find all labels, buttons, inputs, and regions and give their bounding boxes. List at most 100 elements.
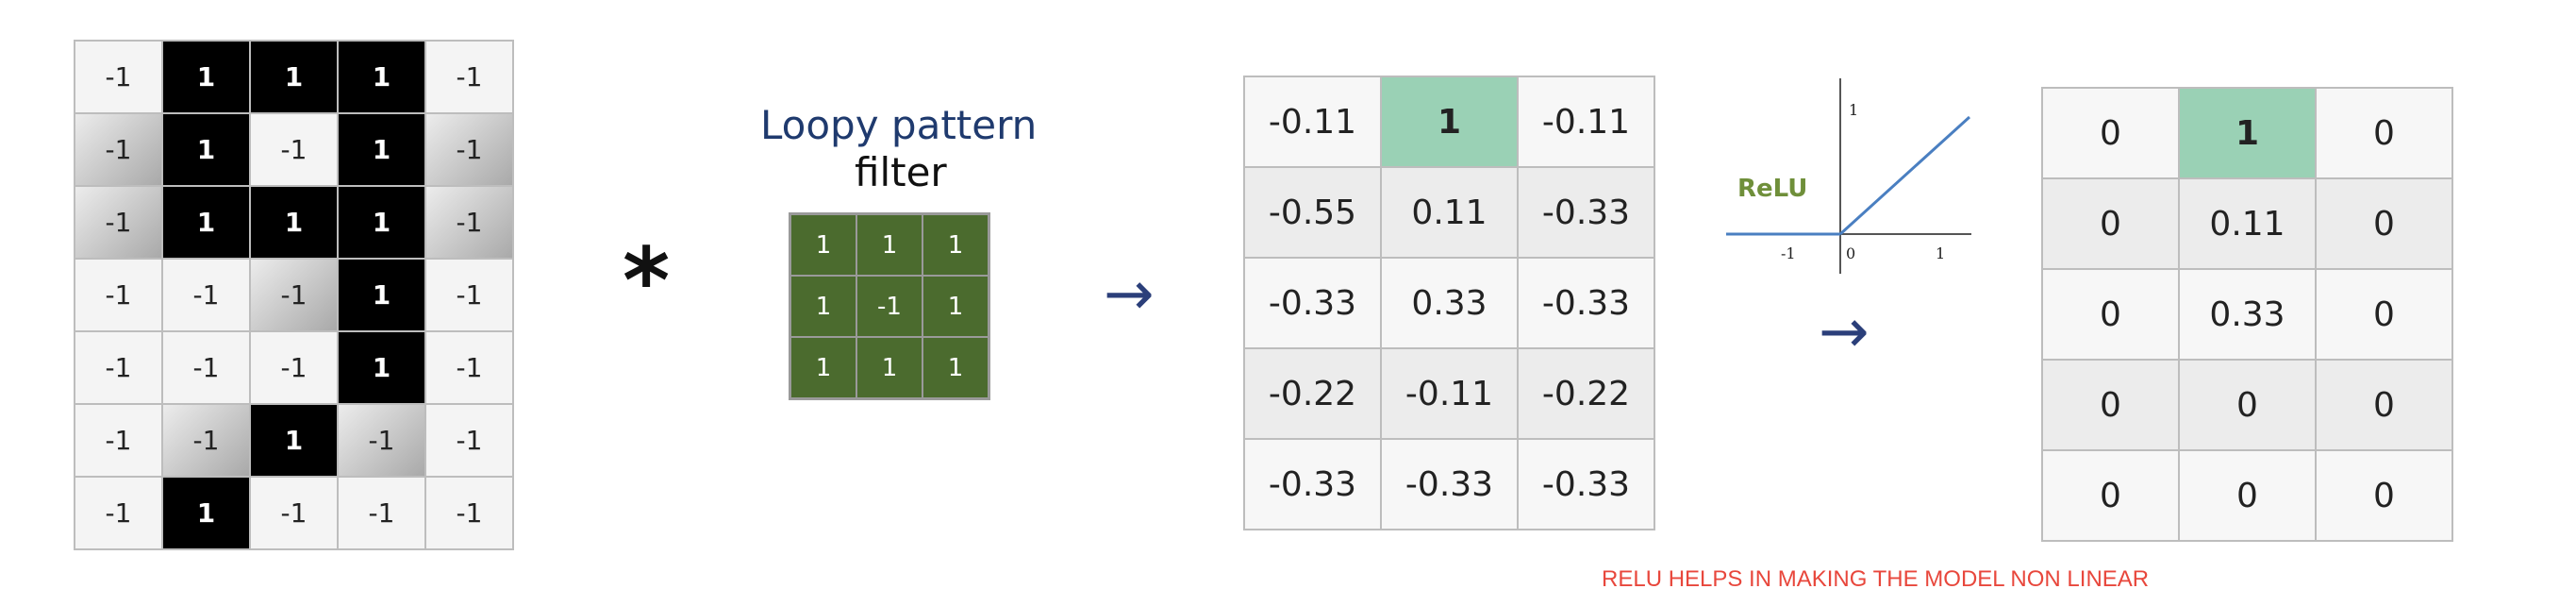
input-row: -1 1 1 1 -1 bbox=[74, 185, 514, 260]
input-cell: -1 bbox=[424, 403, 514, 478]
output-cell: 0 bbox=[2178, 359, 2317, 451]
input-row: -1 -1 1 -1 -1 bbox=[74, 403, 514, 478]
input-cell: -1 bbox=[424, 112, 514, 187]
output-cell: 0 bbox=[2041, 87, 2180, 179]
input-cell: 1 bbox=[249, 185, 339, 260]
filter-cell: 1 bbox=[856, 336, 923, 400]
feature-cell: 0.33 bbox=[1380, 257, 1519, 349]
input-cell: -1 bbox=[74, 476, 163, 550]
relu-x-tick-1: 1 bbox=[1936, 244, 1945, 262]
feature-row: -0.33 -0.33 -0.33 bbox=[1243, 438, 1655, 530]
input-cell: 1 bbox=[161, 185, 251, 260]
feature-cell: -0.33 bbox=[1380, 438, 1519, 530]
filter-subtitle: filter bbox=[855, 149, 947, 195]
output-cell: 0 bbox=[2315, 87, 2453, 179]
input-cell: -1 bbox=[249, 330, 339, 405]
filter-cell: 1 bbox=[789, 212, 857, 277]
input-row: -1 -1 -1 1 -1 bbox=[74, 330, 514, 405]
output-cell: 0 bbox=[2041, 359, 2180, 451]
filter-cell: 1 bbox=[856, 212, 923, 277]
input-cell: -1 bbox=[249, 476, 339, 550]
feature-cell: -0.11 bbox=[1243, 76, 1382, 168]
input-cell: -1 bbox=[74, 40, 163, 114]
input-cell: -1 bbox=[337, 476, 426, 550]
arrow-right-icon: → bbox=[1104, 260, 1155, 329]
filter-row: 1 -1 1 bbox=[789, 275, 990, 338]
feature-row: -0.55 0.11 -0.33 bbox=[1243, 166, 1655, 259]
input-cell: 1 bbox=[161, 40, 251, 114]
input-row: -1 -1 -1 1 -1 bbox=[74, 258, 514, 332]
input-cell: -1 bbox=[424, 476, 514, 550]
feature-cell: -0.11 bbox=[1380, 347, 1519, 440]
feature-cell: -0.33 bbox=[1517, 166, 1655, 259]
output-cell: 0 bbox=[2041, 177, 2180, 270]
input-cell: 1 bbox=[161, 476, 251, 550]
filter-cell: 1 bbox=[789, 275, 857, 338]
input-cell: -1 bbox=[161, 258, 251, 332]
input-cell: 1 bbox=[337, 258, 426, 332]
relu-x-tick-neg1: -1 bbox=[1781, 244, 1796, 262]
input-cell: 1 bbox=[337, 330, 426, 405]
feature-cell: 0.11 bbox=[1380, 166, 1519, 259]
output-cell: 0 bbox=[2315, 177, 2453, 270]
convolution-operator: * bbox=[623, 228, 671, 334]
output-cell: 0 bbox=[2178, 449, 2317, 542]
feature-cell: 1 bbox=[1380, 76, 1519, 168]
filter-cell: 1 bbox=[922, 212, 990, 277]
feature-cell: -0.22 bbox=[1243, 347, 1382, 440]
input-cell: 1 bbox=[337, 40, 426, 114]
input-cell: -1 bbox=[337, 403, 426, 478]
feature-row: -0.33 0.33 -0.33 bbox=[1243, 257, 1655, 349]
input-cell: 1 bbox=[249, 403, 339, 478]
caption: RELU HELPS IN MAKING THE MODEL NON LINEA… bbox=[1602, 566, 2150, 592]
filter-cell: 1 bbox=[922, 275, 990, 338]
feature-cell: -0.33 bbox=[1243, 257, 1382, 349]
filter-cell: 1 bbox=[922, 336, 990, 400]
filter-grid: 1 1 1 1 -1 1 1 1 1 bbox=[789, 212, 990, 400]
relu-positive-segment bbox=[1838, 115, 1971, 236]
output-cell: 0 bbox=[2315, 449, 2453, 542]
input-cell: 1 bbox=[161, 112, 251, 187]
relu-x-tick-0: 0 bbox=[1846, 244, 1855, 262]
output-cell: 0.33 bbox=[2178, 268, 2317, 361]
input-cell: -1 bbox=[74, 185, 163, 260]
output-cell: 1 bbox=[2178, 87, 2317, 179]
output-row: 0 0.11 0 bbox=[2041, 177, 2453, 270]
feature-cell: -0.33 bbox=[1243, 438, 1382, 530]
input-cell: -1 bbox=[74, 112, 163, 187]
relu-label: ReLU bbox=[1737, 175, 1807, 203]
filter-title: Loopy pattern bbox=[760, 102, 1038, 148]
feature-cell: -0.33 bbox=[1517, 438, 1655, 530]
input-cell: -1 bbox=[161, 330, 251, 405]
feature-map-grid: -0.11 1 -0.11 -0.55 0.11 -0.33 -0.33 0.33 -0.33-… bbox=[1243, 76, 1655, 530]
input-cell: -1 bbox=[74, 330, 163, 405]
input-image-grid: -1 1 1 1 -1 -1 1 -1 1 -1 -1 1 1 1 -1 -1 -1 -1 1 -1 -1 -1 -1 1 -1… bbox=[74, 40, 514, 550]
input-cell: -1 bbox=[424, 258, 514, 332]
input-row: -1 1 -1 1 -1 bbox=[74, 112, 514, 187]
output-cell: 0 bbox=[2041, 268, 2180, 361]
arrow-right-icon: → bbox=[1819, 297, 1870, 367]
input-row: -1 1 -1 -1 -1 bbox=[74, 476, 514, 550]
input-cell: -1 bbox=[424, 330, 514, 405]
feature-cell: -0.55 bbox=[1243, 166, 1382, 259]
filter-cell: 1 bbox=[789, 336, 857, 400]
feature-row: -0.22 -0.11 -0.22 bbox=[1243, 347, 1655, 440]
feature-cell: -0.22 bbox=[1517, 347, 1655, 440]
input-cell: -1 bbox=[424, 40, 514, 114]
relu-output-grid: 0 1 0 0 0.11 0 0 0.33 0 0 0 0 0 0 0 bbox=[2041, 87, 2453, 542]
output-cell: 0 bbox=[2315, 359, 2453, 451]
relu-plot: ReLU -1 0 1 1 bbox=[1726, 78, 1971, 274]
output-cell: 0.11 bbox=[2178, 177, 2317, 270]
input-cell: 1 bbox=[337, 185, 426, 260]
input-cell: 1 bbox=[249, 40, 339, 114]
filter-cell: -1 bbox=[856, 275, 923, 338]
relu-y-tick-1: 1 bbox=[1849, 101, 1858, 119]
input-cell: -1 bbox=[249, 112, 339, 187]
output-row: 0 0.33 0 bbox=[2041, 268, 2453, 361]
input-cell: -1 bbox=[249, 258, 339, 332]
